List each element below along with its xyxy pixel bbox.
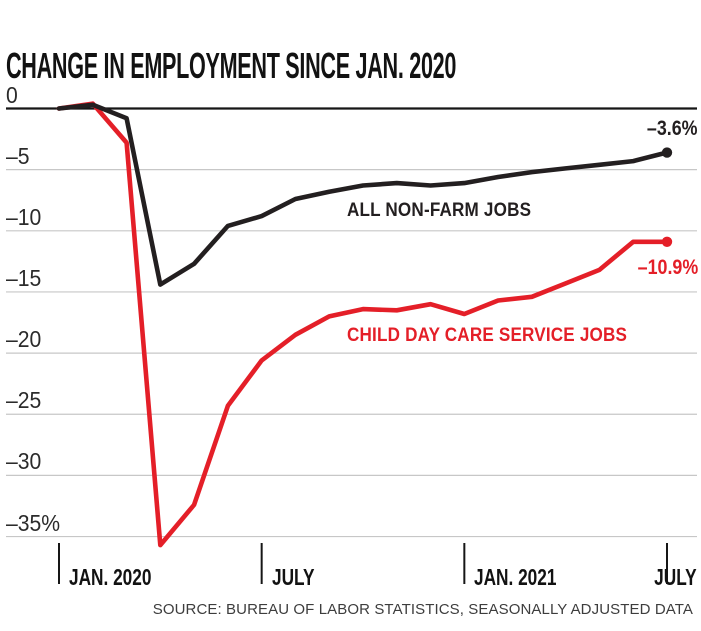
end-value-label-all-non-farm-jobs: –3.6% bbox=[647, 116, 698, 140]
end-value-label-child-day-care-service-jobs: –10.9% bbox=[637, 255, 698, 279]
y-tick-label: –20 bbox=[6, 326, 42, 353]
source-note: SOURCE: BUREAU OF LABOR STATISTICS, SEAS… bbox=[152, 601, 693, 618]
endpoint-dot-all-non-farm-jobs bbox=[661, 147, 673, 158]
y-tick-label: –35% bbox=[6, 509, 61, 536]
series-label-all-non-farm-jobs: ALL NON-FARM JOBS bbox=[347, 200, 532, 221]
line-all-non-farm-jobs bbox=[56, 102, 670, 287]
y-tick-label: –5 bbox=[6, 142, 30, 169]
series-label-child-day-care-service-jobs: CHILD DAY CARE SERVICE JOBS bbox=[347, 325, 628, 346]
y-tick-label: –10 bbox=[6, 203, 42, 230]
y-tick-label: –30 bbox=[6, 448, 42, 475]
line-child-day-care-service-jobs bbox=[56, 101, 670, 548]
chart-title: CHANGE IN EMPLOYMENT SINCE JAN. 2020 bbox=[6, 45, 457, 87]
y-tick-label: 0 bbox=[6, 81, 18, 108]
x-tick-label: JAN. 2021 bbox=[474, 564, 557, 590]
endpoint-dot-child-day-care-service-jobs bbox=[661, 236, 673, 248]
x-tick-label: JAN. 2020 bbox=[69, 564, 152, 590]
x-tick-label: JULY bbox=[654, 564, 697, 590]
x-tick-label: JULY bbox=[271, 564, 315, 590]
y-tick-label: –25 bbox=[6, 387, 42, 414]
y-tick-label: –15 bbox=[6, 264, 42, 291]
